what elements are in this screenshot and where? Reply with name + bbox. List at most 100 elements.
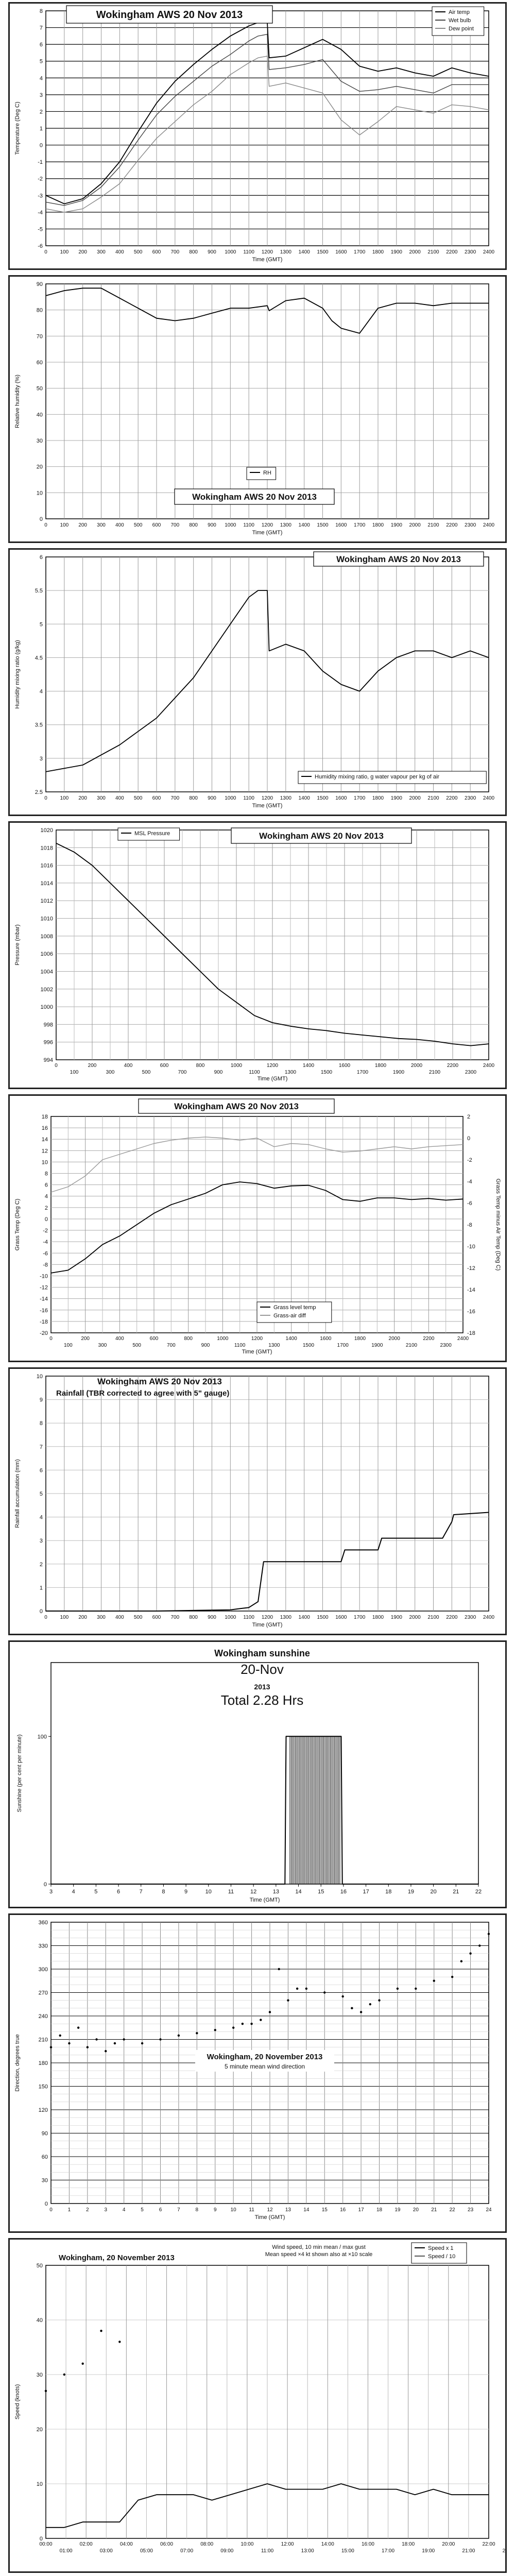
x-tick-label: 1700 [337, 1343, 349, 1348]
x-tick-label: 9 [214, 2207, 217, 2213]
y-tick-label: 7 [40, 25, 43, 31]
x-tick-label: 800 [189, 249, 198, 255]
x-tick-label: 8 [162, 1889, 165, 1895]
x-tick-label: 100 [60, 795, 68, 801]
chart-title-bg [195, 2050, 334, 2072]
legend-label: Speed x 1 [428, 2245, 454, 2251]
y-tick-label: 16 [42, 1125, 48, 1131]
wind-direction-point [451, 1975, 454, 1978]
y-tick-label: 30 [37, 438, 43, 444]
x-tick-label: 1000 [225, 522, 236, 528]
y-tick-label: 3 [40, 92, 43, 98]
x-tick-label: 400 [115, 795, 124, 801]
chart-title-box [313, 551, 484, 567]
x-tick-label: 18:00 [402, 2541, 415, 2547]
wind-direction-point [268, 2011, 271, 2013]
legend-label: Grass level temp [273, 1304, 316, 1311]
x-tick-label: 600 [150, 1336, 159, 1342]
x-axis-label: Time (GMT) [252, 1622, 283, 1628]
x-tick-label: 1000 [225, 249, 236, 255]
x-axis-label: Time (GMT) [252, 530, 283, 536]
x-tick-label: 10 [205, 1889, 212, 1895]
x-tick-label: 18 [376, 2207, 383, 2213]
y-tick-label: 60 [37, 360, 43, 366]
x-tick-label: 400 [115, 522, 124, 528]
x-tick-label: 900 [208, 522, 216, 528]
chart-subtitle: Rainfall (TBR corrected to agree with 5"… [56, 1389, 229, 1398]
x-tick-label: 08:00 [200, 2541, 213, 2547]
x-tick-label: 6 [159, 2207, 162, 2213]
y-tick-label: 0 [40, 143, 43, 149]
x-tick-label: 7 [177, 2207, 180, 2213]
wind-direction-point [369, 2003, 371, 2006]
y-tick-label: 1016 [41, 863, 53, 869]
x-tick-label: 2400 [457, 1336, 469, 1342]
speed-div10-point [63, 2373, 66, 2376]
x-tick-label: 1500 [317, 522, 329, 528]
y-tick-label: 90 [37, 281, 43, 287]
series-line-mixing-ratio [45, 590, 489, 772]
x-tick-label: 800 [184, 1336, 193, 1342]
x-tick-label: 5 [94, 1889, 97, 1895]
wind-direction-point [95, 2038, 98, 2041]
y-axis-label: Speed (knots) [14, 2384, 21, 2419]
x-tick-label: 11 [228, 1889, 234, 1895]
x-axis-label: Time (GMT) [258, 1076, 288, 1082]
y2-tick-label: -4 [467, 1179, 472, 1185]
chart-note: Wind speed, 10 min mean / max gust [272, 2244, 366, 2250]
x-tick-label: 500 [134, 249, 143, 255]
x-tick-label: 2300 [440, 1343, 452, 1348]
y-tick-label: 0 [44, 1882, 47, 1888]
x-tick-label: 07:00 [180, 2548, 193, 2554]
wind-direction-point [487, 1933, 490, 1935]
y-tick-label: 1006 [41, 951, 53, 957]
y-tick-label: 6 [45, 1182, 48, 1189]
y-tick-label: 50 [37, 386, 43, 392]
chart-title: Wokingham, 20 November 2013 [59, 2253, 175, 2262]
x-tick-label: 1000 [225, 795, 236, 801]
y-tick-label: -5 [38, 226, 43, 232]
x-tick-label: 500 [132, 1343, 141, 1348]
grass-temp-chart: -20-18-16-14-12-10-8-6-4-202468101214161… [14, 1098, 501, 1355]
x-tick-label: 4 [72, 1889, 75, 1895]
x-tick-label: 2100 [427, 795, 439, 801]
x-tick-label: 17:00 [382, 2548, 394, 2554]
x-tick-label: 2400 [483, 1615, 495, 1620]
x-tick-label: 2000 [409, 522, 421, 528]
y-tick-label: 80 [37, 308, 43, 314]
y-tick-label: 3 [40, 756, 43, 762]
speed-div10-point [81, 2362, 84, 2365]
x-tick-label: 300 [97, 249, 106, 255]
x-tick-label: 01:00 [60, 2548, 73, 2554]
x-tick-label: 200 [88, 1063, 97, 1069]
speed-div10-point [118, 2341, 121, 2343]
x-tick-label: 0 [49, 2207, 53, 2213]
x-tick-label: 19:00 [422, 2548, 435, 2554]
x-tick-label: 2200 [446, 249, 458, 255]
y-tick-label: 2 [45, 1205, 48, 1211]
y-tick-label: 998 [44, 1022, 53, 1028]
x-tick-label: 1 [68, 2207, 71, 2213]
y-tick-label: 1020 [41, 827, 53, 834]
x-tick-label: 1200 [267, 1063, 279, 1069]
x-tick-label: 0 [49, 1336, 53, 1342]
x-tick-label: 1200 [262, 795, 273, 801]
x-tick-label: 900 [208, 795, 216, 801]
y-tick-label: 30 [37, 2372, 43, 2378]
chart-title: Wokingham AWS 20 Nov 2013 [259, 831, 384, 841]
x-tick-label: 2200 [446, 795, 458, 801]
x-tick-label: 1300 [285, 1070, 297, 1075]
y-tick-label: 20 [37, 464, 43, 470]
x-tick-label: 12 [250, 1889, 256, 1895]
y-tick-label: 6 [40, 554, 43, 561]
x-axis-label: Time (GMT) [242, 1349, 272, 1355]
x-tick-label: 2200 [423, 1336, 435, 1342]
y2-axis-label: Grass Temp minus Air Temp (Deg C) [495, 1179, 501, 1271]
series-line-dew-point [45, 56, 489, 213]
x-tick-label: 23:00 [503, 2548, 505, 2554]
y-tick-label: 1014 [41, 880, 53, 887]
y-tick-label: 8 [40, 8, 43, 14]
x-tick-label: 11 [249, 2207, 254, 2213]
x-tick-label: 1900 [391, 795, 403, 801]
x-tick-label: 800 [196, 1063, 205, 1069]
